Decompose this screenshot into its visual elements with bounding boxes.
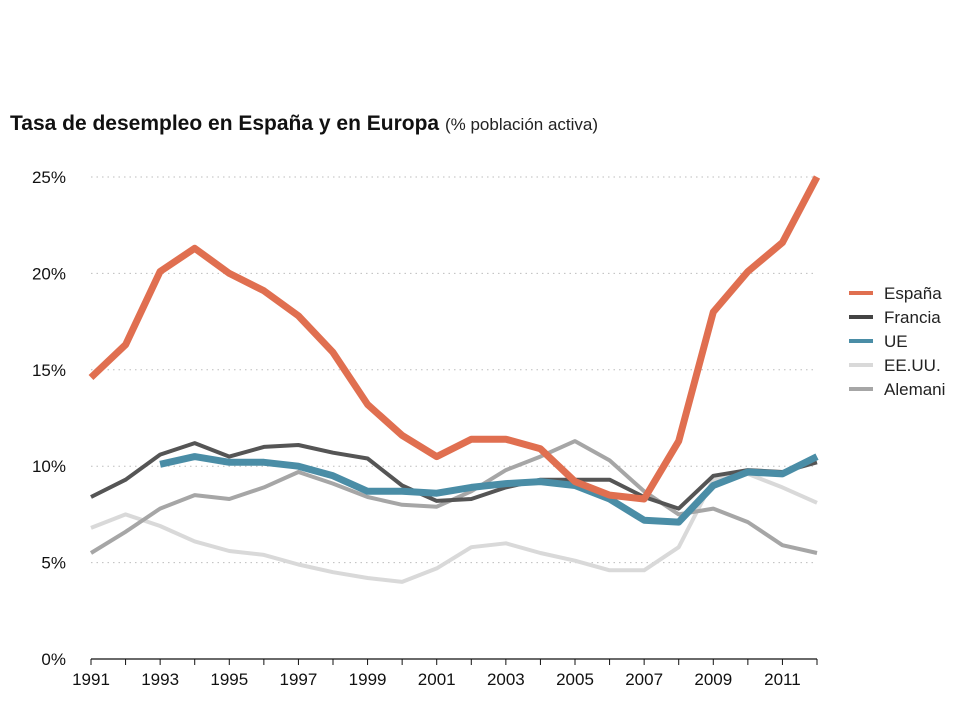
y-tick-label: 10% — [32, 457, 66, 476]
series-line-francia — [90, 441, 818, 511]
y-tick-label: 0% — [41, 650, 66, 669]
legend: España Francia UE EE.UU. Alemani — [849, 284, 945, 399]
x-tick-label: 1999 — [349, 670, 387, 689]
y-tick-label: 5% — [41, 554, 66, 573]
chart-subtitle: (% población activa) — [444, 115, 599, 134]
x-axis: 1991 1993 1995 1997 1999 2001 2003 2005 2007 2009… — [72, 658, 818, 689]
chart-title-main: Tasa de desempleo en España y en Europa — [10, 112, 440, 135]
x-tick-label: 2009 — [694, 670, 732, 689]
x-tick-label: 1995 — [210, 670, 248, 689]
series-line-ue — [159, 453, 819, 526]
legend-label: UE — [884, 332, 908, 351]
x-tick-label: 1993 — [141, 670, 179, 689]
series-line-españa — [88, 175, 821, 503]
gridlines — [91, 176, 817, 564]
x-tick-label: 2011 — [764, 670, 801, 689]
chart-title: Tasa de desempleo en España y en Europa … — [10, 112, 598, 136]
x-tick-label: 2005 — [556, 670, 594, 689]
x-tick-label: 2003 — [487, 670, 525, 689]
legend-label: EE.UU. — [884, 356, 941, 375]
legend-label: Francia — [884, 308, 941, 327]
series-lines — [88, 175, 821, 584]
y-tick-label: 20% — [32, 264, 66, 283]
x-tick-label: 2001 — [418, 670, 456, 689]
y-axis-ticks: 0% 5% 10% 15% 20% 25% — [32, 168, 66, 669]
x-tick-label: 1991 — [72, 670, 110, 689]
y-tick-label: 25% — [32, 168, 66, 187]
y-tick-label: 15% — [32, 361, 66, 380]
legend-label: Alemani — [884, 380, 945, 399]
x-tick-label: 2007 — [625, 670, 663, 689]
legend-label: España — [884, 284, 942, 303]
x-tick-label: 1997 — [280, 670, 318, 689]
